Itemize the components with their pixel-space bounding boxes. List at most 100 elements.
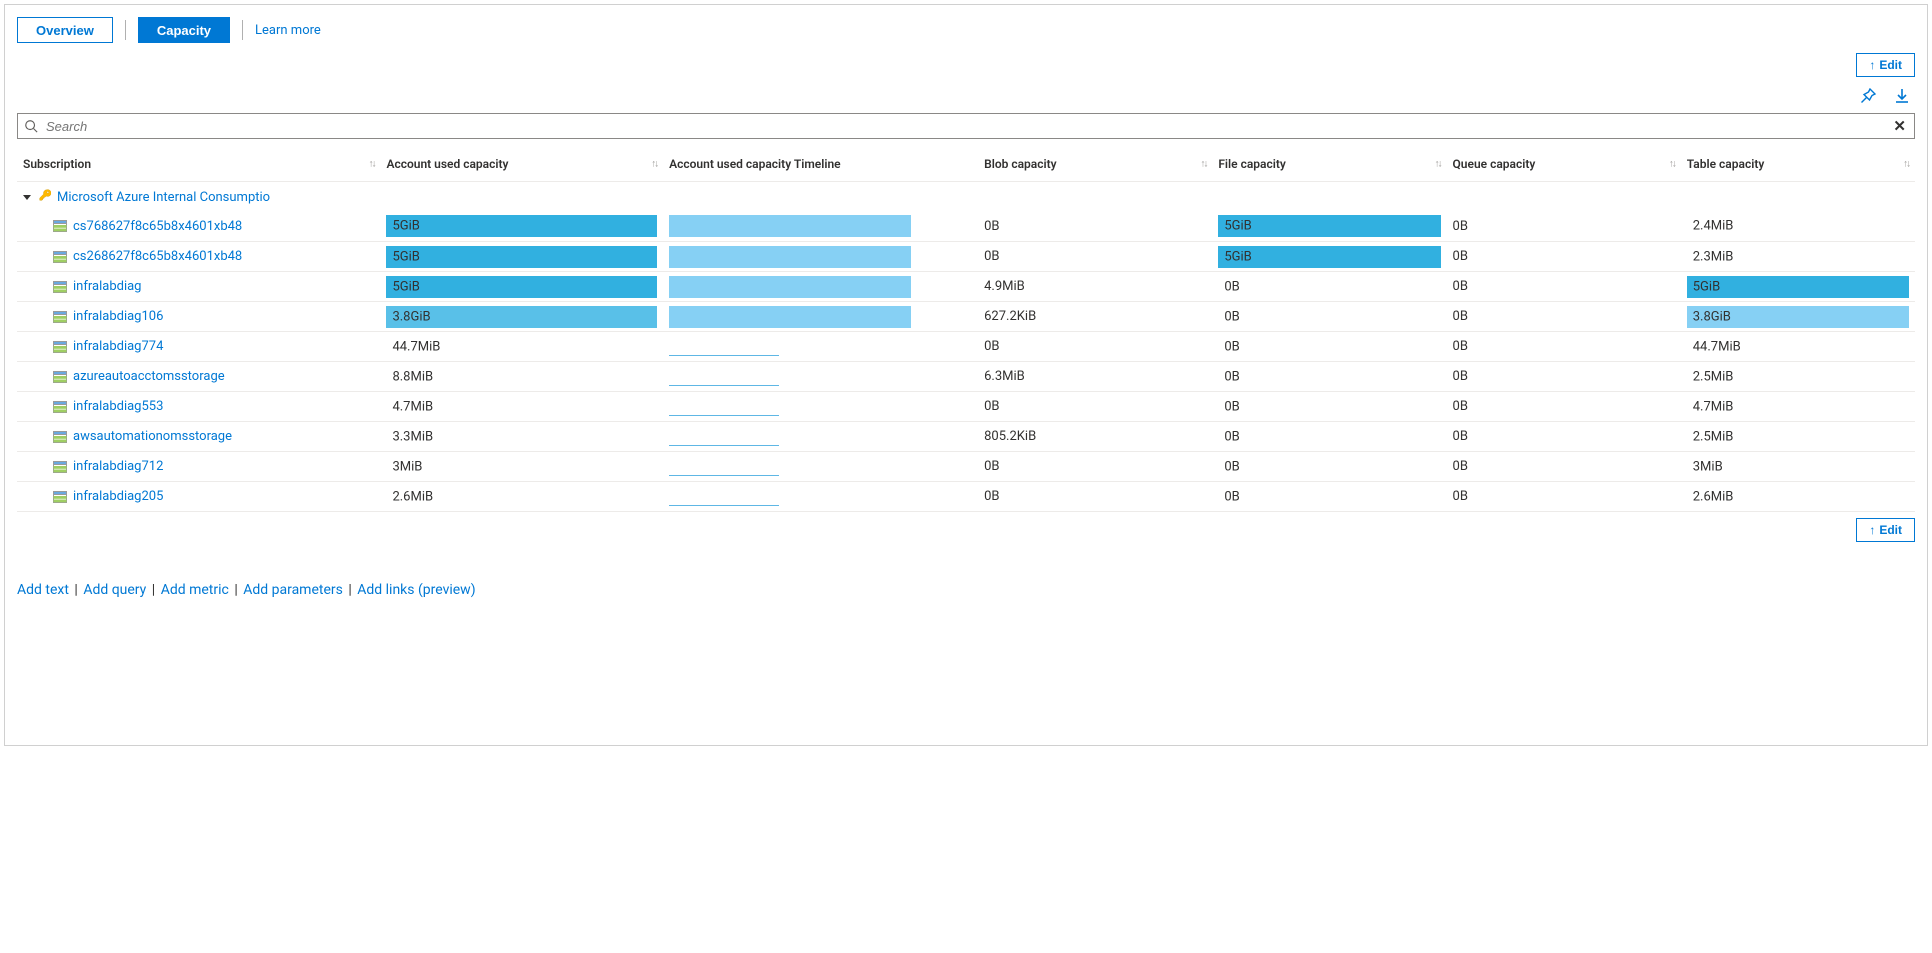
account-link[interactable]: cs768627f8c65b8x4601xb48 (73, 219, 242, 234)
col-timeline: Account used capacity Timeline (663, 149, 978, 182)
capacity-value: 2.5MiB (1693, 429, 1734, 444)
capacity-value: 3.8GiB (1693, 309, 1731, 324)
storage-account-icon (53, 281, 67, 293)
edit-button-top[interactable]: ↑ Edit (1856, 53, 1915, 77)
storage-account-icon (53, 491, 67, 503)
download-icon[interactable] (1893, 87, 1911, 105)
blob-value: 4.9MiB (978, 272, 1212, 302)
capacity-value: 5GiB (392, 279, 419, 294)
capacity-bar: 4.7MiB (1687, 396, 1909, 418)
capacity-bar: 5GiB (1218, 215, 1440, 237)
queue-value: 0B (1447, 332, 1681, 362)
account-link[interactable]: infralabdiag (73, 279, 141, 294)
col-subscription[interactable]: Subscription↑↓ (17, 149, 380, 182)
account-link[interactable]: azureautoacctomsstorage (73, 369, 225, 384)
storage-account-icon (53, 431, 67, 443)
account-link[interactable]: cs268627f8c65b8x4601xb48 (73, 249, 242, 264)
toolbar-icons (17, 85, 1915, 113)
sort-icon: ↑↓ (1903, 158, 1909, 169)
capacity-value: 0B (1224, 369, 1239, 384)
up-arrow-icon: ↑ (1869, 58, 1875, 72)
footer-action-links: Add text | Add query | Add metric | Add … (17, 582, 1915, 598)
account-cell: infralabdiag774 (23, 339, 374, 354)
storage-account-icon (53, 461, 67, 473)
timeline-bar (669, 215, 972, 237)
capacity-value: 0B (1224, 399, 1239, 414)
account-link[interactable]: awsautomationomsstorage (73, 429, 232, 444)
capacity-bar: 5GiB (1218, 246, 1440, 268)
account-link[interactable]: infralabdiag205 (73, 489, 163, 504)
queue-value: 0B (1447, 392, 1681, 422)
capacity-bar: 3.3MiB (386, 426, 657, 448)
add-metric-link[interactable]: Add metric (161, 582, 229, 598)
storage-account-icon (53, 220, 67, 232)
capacity-bar: 2.4MiB (1687, 215, 1909, 237)
capacity-bar: 0B (1218, 426, 1440, 448)
table-row: infralabdiag77444.7MiB0B0B0B44.7MiB (17, 332, 1915, 362)
table-row: infralabdiag7123MiB0B0B0B3MiB (17, 452, 1915, 482)
capacity-bar: 2.5MiB (1687, 426, 1909, 448)
clear-search-icon[interactable]: ✕ (1891, 117, 1908, 135)
capacity-bar: 5GiB (386, 246, 657, 268)
timeline-bar (669, 336, 972, 358)
table-row: azureautoacctomsstorage8.8MiB6.3MiB0B0B2… (17, 362, 1915, 392)
timeline-bar (669, 396, 972, 418)
queue-value: 0B (1447, 422, 1681, 452)
col-table[interactable]: Table capacity↑↓ (1681, 149, 1915, 182)
capacity-value: 8.8MiB (392, 369, 433, 384)
col-file[interactable]: File capacity↑↓ (1212, 149, 1446, 182)
capacity-bar: 8.8MiB (386, 366, 657, 388)
capacity-value: 0B (1224, 309, 1239, 324)
tab-row: Overview Capacity Learn more (17, 17, 1915, 43)
add-parameters-link[interactable]: Add parameters (243, 582, 343, 598)
add-query-link[interactable]: Add query (83, 582, 146, 598)
account-cell: cs268627f8c65b8x4601xb48 (23, 249, 374, 264)
col-queue[interactable]: Queue capacity↑↓ (1447, 149, 1681, 182)
account-link[interactable]: infralabdiag712 (73, 459, 163, 474)
queue-value: 0B (1447, 302, 1681, 332)
capacity-bar: 5GiB (386, 215, 657, 237)
account-cell: infralabdiag553 (23, 399, 374, 414)
table-header: Subscription↑↓Account used capacity↑↓Acc… (17, 149, 1915, 182)
capacity-value: 5GiB (1224, 249, 1251, 264)
capacity-table: Subscription↑↓Account used capacity↑↓Acc… (17, 149, 1915, 512)
timeline-bar (669, 486, 972, 508)
account-cell: awsautomationomsstorage (23, 429, 374, 444)
search-input[interactable] (44, 118, 1891, 135)
capacity-value: 2.5MiB (1693, 369, 1734, 384)
table-row: infralabdiag2052.6MiB0B0B0B2.6MiB (17, 482, 1915, 512)
capacity-value: 5GiB (1693, 279, 1720, 294)
add-text-link[interactable]: Add text (17, 582, 69, 598)
pin-icon[interactable] (1859, 87, 1877, 105)
account-link[interactable]: infralabdiag774 (73, 339, 163, 354)
tab-overview[interactable]: Overview (17, 17, 113, 43)
edit-button-bottom[interactable]: ↑ Edit (1856, 518, 1915, 542)
capacity-bar: 2.6MiB (1687, 486, 1909, 508)
add-links-link[interactable]: Add links (preview) (357, 582, 475, 598)
account-cell: cs768627f8c65b8x4601xb48 (23, 219, 374, 234)
blob-value: 805.2KiB (978, 422, 1212, 452)
account-cell: infralabdiag106 (23, 309, 374, 324)
table-row: infralabdiag1063.8GiB627.2KiB0B0B3.8GiB (17, 302, 1915, 332)
table-row: infralabdiag5GiB4.9MiB0B0B5GiB (17, 272, 1915, 302)
account-link[interactable]: infralabdiag553 (73, 399, 163, 414)
tab-capacity[interactable]: Capacity (138, 17, 230, 43)
capacity-bar: 0B (1218, 276, 1440, 298)
capacity-bar: 44.7MiB (386, 336, 657, 358)
col-account_used[interactable]: Account used capacity↑↓ (380, 149, 663, 182)
learn-more-link[interactable]: Learn more (255, 23, 321, 38)
storage-account-icon (53, 251, 67, 263)
group-toggle[interactable]: Microsoft Azure Internal Consumptio (23, 189, 270, 205)
capacity-bar: 4.7MiB (386, 396, 657, 418)
capacity-bar: 0B (1218, 336, 1440, 358)
capacity-value: 0B (1224, 429, 1239, 444)
sort-icon: ↑↓ (651, 158, 657, 169)
account-link[interactable]: infralabdiag106 (73, 309, 163, 324)
blob-value: 0B (978, 332, 1212, 362)
capacity-bar: 0B (1218, 396, 1440, 418)
capacity-value: 0B (1224, 459, 1239, 474)
capacity-value: 3.3MiB (392, 429, 433, 444)
col-blob[interactable]: Blob capacity↑↓ (978, 149, 1212, 182)
capacity-bar: 0B (1218, 486, 1440, 508)
table-row: cs268627f8c65b8x4601xb485GiB0B5GiB0B2.3M… (17, 242, 1915, 272)
